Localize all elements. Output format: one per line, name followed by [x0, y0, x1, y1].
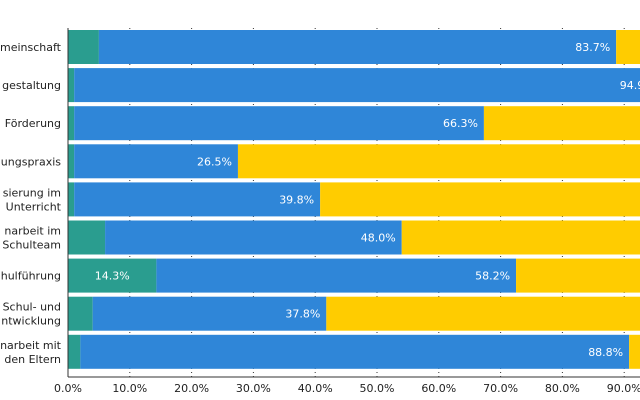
category-label: hulführung — [1, 270, 61, 283]
bar-segment — [92, 296, 327, 331]
bar-segment — [80, 334, 630, 369]
category-label: den Eltern — [4, 353, 61, 366]
x-tick-label: 40.0% — [298, 382, 333, 395]
data-labels: 83.7% 94.9% 66.3% 26.5% 39.8% 48.0% 14.3% 58.2%… — [95, 41, 640, 359]
bar-segment — [68, 258, 157, 293]
data-label: 37.8% — [285, 308, 320, 321]
bar-segment — [629, 334, 640, 369]
bar-segment — [98, 30, 617, 64]
bar-segment — [68, 68, 75, 103]
data-label: 94.9% — [620, 79, 640, 92]
x-tick-label: 30.0% — [236, 382, 271, 395]
x-tick-label: 70.0% — [483, 382, 518, 395]
data-label: 48.0% — [361, 232, 396, 245]
bar-segment — [68, 182, 75, 217]
x-tick-label: 20.0% — [174, 382, 209, 395]
bars — [68, 30, 640, 369]
data-label: 58.2% — [475, 270, 510, 283]
bar-segment — [237, 144, 640, 179]
bar-segment — [74, 68, 640, 103]
category-label: ungspraxis — [1, 155, 61, 168]
bar-segment — [516, 258, 640, 293]
bar-segment — [68, 220, 106, 255]
bar-segment — [156, 258, 517, 293]
x-tick-label: 10.0% — [112, 382, 147, 395]
category-label: Schulteam — [2, 239, 61, 252]
bar-segment — [74, 182, 321, 217]
bar-segment — [68, 296, 93, 331]
bar-segment — [401, 220, 640, 255]
data-label: 39.8% — [279, 193, 314, 206]
bar-segment — [326, 296, 640, 331]
data-label: 14.3% — [95, 270, 130, 283]
data-label: 83.7% — [575, 41, 610, 54]
bar-segment — [320, 182, 640, 217]
bar-segment — [74, 144, 238, 179]
data-label: 26.5% — [197, 155, 232, 168]
category-label: Schul- und — [3, 301, 61, 314]
x-tick-label: 60.0% — [421, 382, 456, 395]
category-labels: meinschaft gestaltung Förderung ungspraxis s… — [0, 41, 62, 366]
category-label: meinschaft — [0, 41, 62, 54]
category-label: sierung im — [3, 186, 61, 199]
bar-segment — [616, 30, 640, 64]
x-tick-label: 80.0% — [545, 382, 580, 395]
x-tick-label: 50.0% — [360, 382, 395, 395]
bar-segment — [105, 220, 402, 255]
bar-segment — [483, 106, 640, 141]
data-label: 66.3% — [443, 117, 478, 130]
x-tick-label: 90.0% — [607, 382, 640, 395]
bar-segment — [74, 106, 484, 141]
category-label: Unterricht — [6, 200, 62, 213]
bar-segment — [68, 334, 81, 369]
bar-segment — [68, 106, 75, 141]
bar-segment — [68, 30, 99, 64]
category-label: gestaltung — [2, 79, 61, 92]
category-label: narbeit mit — [0, 339, 62, 352]
bar-segment — [68, 144, 75, 179]
data-label: 88.8% — [588, 346, 623, 359]
x-tick-label: 0.0% — [54, 382, 82, 395]
category-label: Förderung — [5, 117, 61, 130]
x-axis: 0.0% 10.0% 20.0% 30.0% 40.0% 50.0% 60.0% 70.0% 8… — [54, 28, 640, 395]
category-label: ntwicklung — [1, 315, 61, 328]
category-label: narbeit im — [4, 225, 61, 238]
